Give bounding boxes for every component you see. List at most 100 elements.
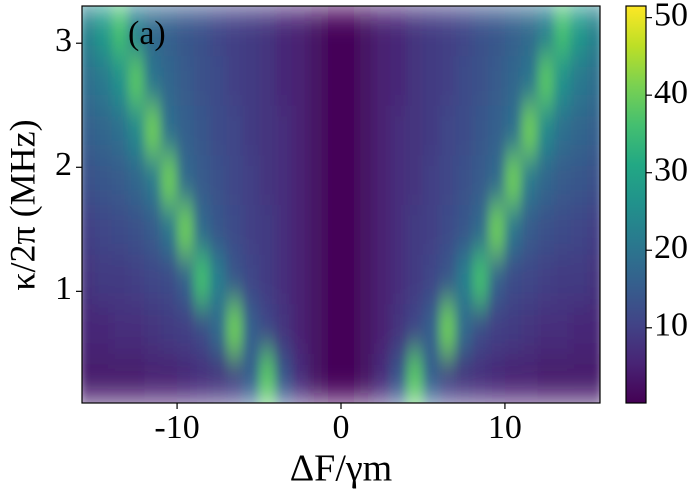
heatmap-cell <box>82 254 96 305</box>
heatmap-cell <box>406 254 424 305</box>
heatmap-cell <box>373 55 391 106</box>
colorbar-tick-label: 40 <box>654 74 688 111</box>
heatmap-cell <box>259 55 276 106</box>
heatmap-cell <box>472 154 490 205</box>
heatmap-cell <box>127 204 145 255</box>
heatmap-cell <box>390 154 408 205</box>
colorbar-tick-label: 10 <box>654 307 688 344</box>
heatmap-cell <box>275 6 293 57</box>
heatmap-cell <box>521 204 539 255</box>
heatmap-cell <box>127 55 145 106</box>
heatmap-cell <box>193 204 211 255</box>
heatmap-cell <box>95 353 113 403</box>
heatmap-cell <box>226 55 244 106</box>
colorbar-tick-label: 30 <box>654 152 688 189</box>
heatmap-cell <box>226 204 244 255</box>
heatmap-cell <box>422 105 440 156</box>
heatmap-cell <box>439 154 457 205</box>
heatmap-cell <box>82 55 96 106</box>
heatmap-cell <box>537 254 555 305</box>
heatmap-cell <box>193 154 211 205</box>
heatmap-cell <box>144 154 162 205</box>
heatmap-cell <box>177 55 194 106</box>
heatmap-cell <box>472 6 490 57</box>
heatmap-cell <box>82 6 96 57</box>
heatmap-cell <box>209 55 227 106</box>
heatmap-cell <box>422 303 440 354</box>
y-tick-label: 3 <box>55 22 72 59</box>
heatmap-cell <box>127 254 145 305</box>
heatmap-cell <box>390 55 408 106</box>
heatmap-cell <box>521 254 539 305</box>
y-axis-label: κ/2π (MHz) <box>2 119 42 290</box>
heatmap-cell <box>357 154 375 205</box>
heatmap-cell <box>111 204 129 255</box>
heatmap-cell <box>209 105 227 156</box>
heatmap-cell <box>160 154 178 205</box>
heatmap-cell <box>259 303 276 354</box>
heatmap-cell <box>111 353 129 403</box>
heatmap-cell <box>554 6 571 57</box>
heatmap-cell <box>160 55 178 106</box>
heatmap-cell <box>259 154 276 205</box>
heatmap-cell <box>144 254 162 305</box>
heatmap-cell <box>472 303 490 354</box>
heatmap-cell <box>127 303 145 354</box>
heatmap-cell <box>193 6 211 57</box>
heatmap-cell <box>242 303 260 354</box>
heatmap-cell <box>521 105 539 156</box>
heatmap-cell <box>111 105 129 156</box>
heatmap-cell <box>488 254 506 305</box>
heatmap-cell <box>95 303 113 354</box>
heatmap-cell <box>390 6 408 57</box>
heatmap-cell <box>324 6 342 57</box>
x-axis-label: ΔF/γm <box>290 448 392 490</box>
heatmap-cell <box>373 254 391 305</box>
heatmap-cell <box>570 254 588 305</box>
heatmap-cell <box>82 353 96 403</box>
heatmap-cell <box>95 105 113 156</box>
heatmap-cell <box>373 105 391 156</box>
heatmap-cell <box>209 353 227 403</box>
heatmap-cell <box>95 204 113 255</box>
heatmap-cell <box>439 55 457 106</box>
heatmap-cell <box>275 105 293 156</box>
heatmap-cell <box>455 105 473 156</box>
heatmap-cell <box>406 353 424 403</box>
heatmap-cell <box>406 105 424 156</box>
heatmap-cell <box>504 154 522 205</box>
heatmap-cell <box>341 204 358 255</box>
annotation: (a) <box>128 15 166 52</box>
heatmap-cell <box>209 6 227 57</box>
heatmap-cell <box>226 254 244 305</box>
heatmap-cell <box>177 204 194 255</box>
heatmap-cell <box>439 204 457 255</box>
heatmap-cell <box>406 154 424 205</box>
heatmap-cell <box>160 204 178 255</box>
heatmap-cell <box>160 6 178 57</box>
heatmap-cell <box>275 204 293 255</box>
heatmap-cell <box>308 6 326 57</box>
heatmap-cell <box>537 303 555 354</box>
heatmap-cell <box>439 6 457 57</box>
heatmap-cell <box>144 204 162 255</box>
heatmap-cell <box>291 55 309 106</box>
heatmap-cell <box>472 204 490 255</box>
heatmap-cell <box>82 204 96 255</box>
heatmap-cell <box>160 105 178 156</box>
heatmap-cell <box>193 105 211 156</box>
heatmap-cell <box>324 254 342 305</box>
heatmap-cell <box>570 55 588 106</box>
heatmap-cell <box>586 105 600 156</box>
heatmap-cell <box>455 55 473 106</box>
heatmap-cell <box>144 353 162 403</box>
heatmap-cell <box>455 303 473 354</box>
heatmap-cell <box>439 254 457 305</box>
heatmap-cell <box>504 204 522 255</box>
heatmap-cell <box>226 105 244 156</box>
heatmap-cell <box>373 154 391 205</box>
heatmap-cell <box>95 6 113 57</box>
heatmap-cell <box>177 154 194 205</box>
heatmap-cell <box>472 254 490 305</box>
heatmap-cell <box>586 204 600 255</box>
